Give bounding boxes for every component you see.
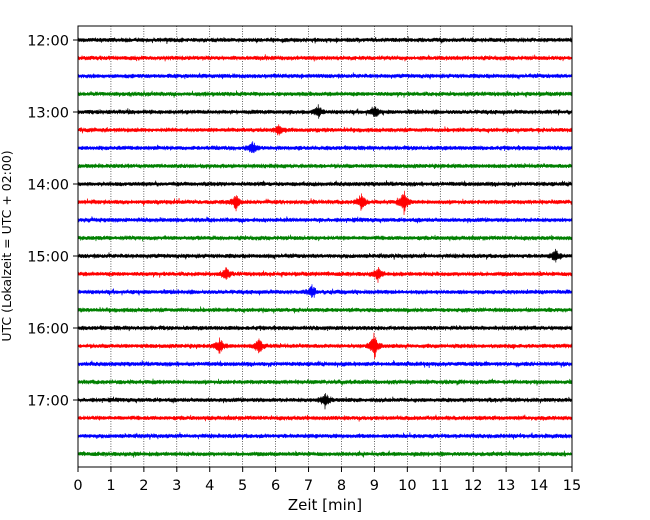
trace-1400 [77, 180, 573, 188]
x-tick-label: 3 [172, 478, 181, 494]
y-tick-label: 12:00 [27, 34, 69, 50]
x-tick-label: 12 [464, 478, 482, 494]
trace-1430 [77, 216, 573, 224]
grid-lines [110, 26, 540, 467]
x-axis-label: Zeit [min] [288, 496, 362, 514]
x-tick-label: 14 [530, 478, 548, 494]
trace-1215 [77, 54, 573, 62]
y-tick-label: 13:00 [27, 106, 69, 122]
trace-1515 [77, 267, 573, 283]
trace-1730 [77, 432, 573, 440]
trace-1415 [77, 190, 573, 215]
y-tick-label: 17:00 [27, 394, 69, 410]
trace-1300 [77, 104, 573, 119]
x-tick-label: 15 [563, 478, 581, 494]
trace-1245 [77, 90, 573, 98]
trace-1745 [77, 450, 573, 458]
trace-1645 [77, 378, 573, 386]
plot-frame [77, 25, 573, 468]
trace-1600 [77, 324, 573, 332]
x-tick-label: 4 [205, 478, 214, 494]
x-axis-ticks: 0 1 2 3 4 5 6 7 8 9 10 11 12 13 14 15 [73, 467, 581, 494]
y-tick-label: 15:00 [27, 250, 69, 266]
x-tick-label: 2 [139, 478, 148, 494]
y-tick-label: 16:00 [27, 322, 69, 338]
trace-1630 [77, 360, 573, 369]
trace-1715 [77, 414, 573, 422]
x-tick-label: 13 [497, 478, 515, 494]
x-tick-label: 5 [238, 478, 247, 494]
y-axis-label: UTC (Lokalzeit = UTC + 02:00) [0, 150, 14, 341]
trace-1315 [77, 124, 573, 136]
y-axis-ticks: 12:00 13:00 14:00 15:00 16:00 17:00 [27, 34, 78, 410]
trace-1330 [77, 141, 573, 154]
trace-1700 [77, 393, 573, 410]
trace-1345 [77, 162, 573, 170]
x-tick-label: 8 [337, 478, 346, 494]
trace-1530 [77, 284, 573, 298]
y-tick-label: 14:00 [27, 178, 69, 194]
plot-background [78, 26, 572, 467]
trace-1615 [77, 332, 573, 359]
x-tick-label: 0 [73, 478, 82, 494]
trace-1545 [77, 306, 573, 314]
trace-1500 [77, 248, 573, 263]
x-tick-label: 10 [398, 478, 416, 494]
x-tick-label: 9 [370, 478, 379, 494]
trace-1230 [77, 72, 573, 80]
trace-1445 [77, 234, 573, 242]
trace-1200 [77, 36, 573, 44]
x-tick-label: 1 [106, 478, 115, 494]
trace-group [77, 36, 573, 458]
x-tick-label: 11 [431, 478, 449, 494]
x-tick-label: 6 [271, 478, 280, 494]
x-tick-label: 7 [304, 478, 313, 494]
